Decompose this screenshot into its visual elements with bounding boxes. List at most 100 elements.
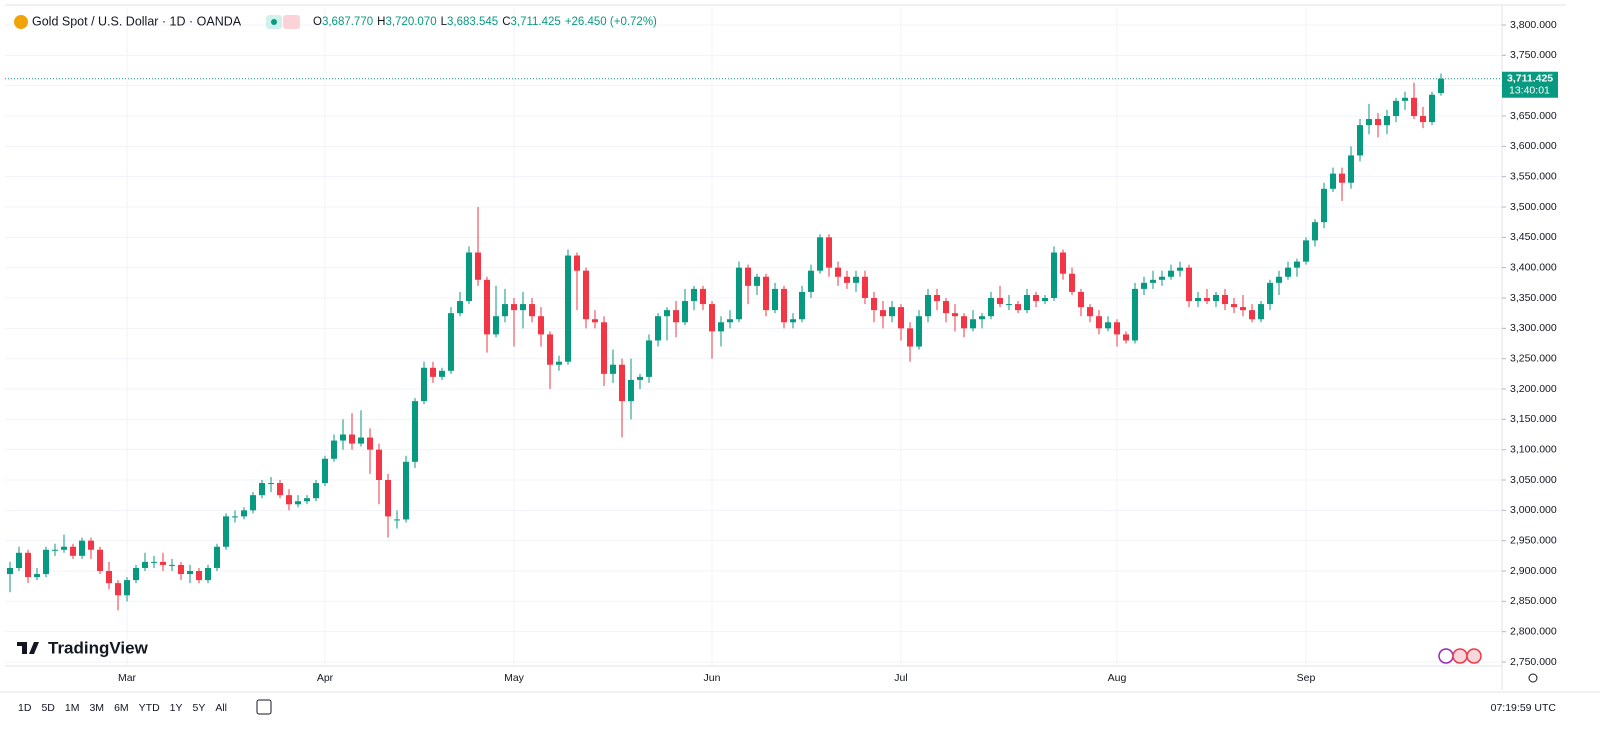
candle-body [475,252,481,280]
legend-key: L [441,16,448,28]
candle-body [1159,276,1165,280]
candle-body [1069,273,1075,292]
range-button[interactable]: 6M [114,702,129,714]
candle-body [142,561,148,568]
candle-body [448,313,454,371]
candle-body [925,294,931,317]
candle-body [952,313,958,317]
range-button[interactable]: 3M [89,702,104,714]
candle-body [1303,240,1309,262]
y-tick-label: 2,750.000 [1510,656,1557,668]
settings-icon[interactable] [1528,673,1538,683]
y-tick-label: 3,000.000 [1510,504,1557,516]
candle-body [1276,276,1282,283]
x-tick-label: May [504,672,525,684]
candle-body [313,483,319,499]
candle-body [1051,252,1057,298]
candle-body [25,552,31,578]
range-button[interactable]: 1Y [170,702,183,714]
candle-body [961,316,967,329]
candle-body [1312,222,1318,241]
candle-body [232,516,238,518]
x-tick-label: Jun [704,672,721,684]
symbol-title: Gold Spot / U.S. Dollar · 1D · OANDA [32,14,242,28]
candle-body [484,279,490,335]
symbol-icon [14,15,28,29]
range-button[interactable]: All [215,702,227,714]
candle-body [1177,267,1183,271]
candle-body [241,510,247,517]
candle-body [529,304,535,317]
candle-body [421,367,427,402]
range-button[interactable]: YTD [139,702,160,714]
candle-body [196,571,202,581]
candle-body [205,567,211,581]
candle-body [700,288,706,305]
candle-body [268,483,274,485]
range-button[interactable]: 5D [41,702,55,714]
candle-body [808,270,814,292]
candle-body [1033,294,1039,302]
y-tick-label: 3,600.000 [1510,140,1557,152]
candle-body [1411,97,1417,116]
legend-key: H [377,16,385,28]
y-tick-label: 3,400.000 [1510,261,1557,273]
event-icon [1452,648,1468,664]
legend-value: 3,711.425 [511,16,561,28]
candle-body [1393,100,1399,116]
candle-body [223,516,229,547]
candle-body [1420,116,1426,123]
candle-body [772,288,778,311]
candle-body [61,546,67,550]
candle-body [1267,282,1273,305]
last-price-label: 3,711.425 [1507,73,1553,85]
candle-body [502,304,508,317]
candle-body [79,540,85,556]
event-icons [1438,648,1482,664]
candle-body [1222,294,1228,305]
candle-body [664,310,670,317]
candle-body [538,316,544,335]
candle-body [178,564,184,575]
candle-body [1168,270,1174,277]
candle-body [583,270,589,320]
candle-body [520,304,526,311]
candle-body [403,461,409,520]
candle-body [655,316,661,341]
candle-body [1186,267,1192,302]
y-tick-label: 3,350.000 [1510,292,1557,304]
y-tick-label: 3,050.000 [1510,474,1557,486]
range-button[interactable]: 1D [18,702,32,714]
candle-body [97,549,103,571]
candle-body [124,580,130,596]
candle-body [115,583,121,596]
range-button[interactable]: 5Y [193,702,206,714]
y-tick-label: 3,150.000 [1510,413,1557,425]
candle-body [1123,334,1129,341]
y-tick-label: 3,550.000 [1510,170,1557,182]
candle-body [1087,307,1093,317]
candle-body [70,546,76,556]
candle-body [1078,291,1084,308]
candle-body [826,237,832,268]
candle-body [1321,188,1327,223]
y-tick-label: 3,200.000 [1510,383,1557,395]
candle-body [457,301,463,314]
candle-body [511,304,517,311]
candle-body [610,364,616,374]
candle-body [844,276,850,283]
candle-body [1330,173,1336,189]
legend-value: 3,687.770 [322,16,373,28]
candle-body [160,561,166,565]
y-tick-label: 2,850.000 [1510,595,1557,607]
legend-change: +26.450 (+0.72%) [565,16,657,28]
candle-body [691,288,697,302]
status-dot [271,19,277,25]
range-button[interactable]: 1M [65,702,80,714]
candle-body [673,310,679,323]
candle-body [1357,125,1363,156]
candle-body [367,437,373,450]
candle-body [754,276,760,286]
date-range-icon[interactable] [256,699,272,715]
